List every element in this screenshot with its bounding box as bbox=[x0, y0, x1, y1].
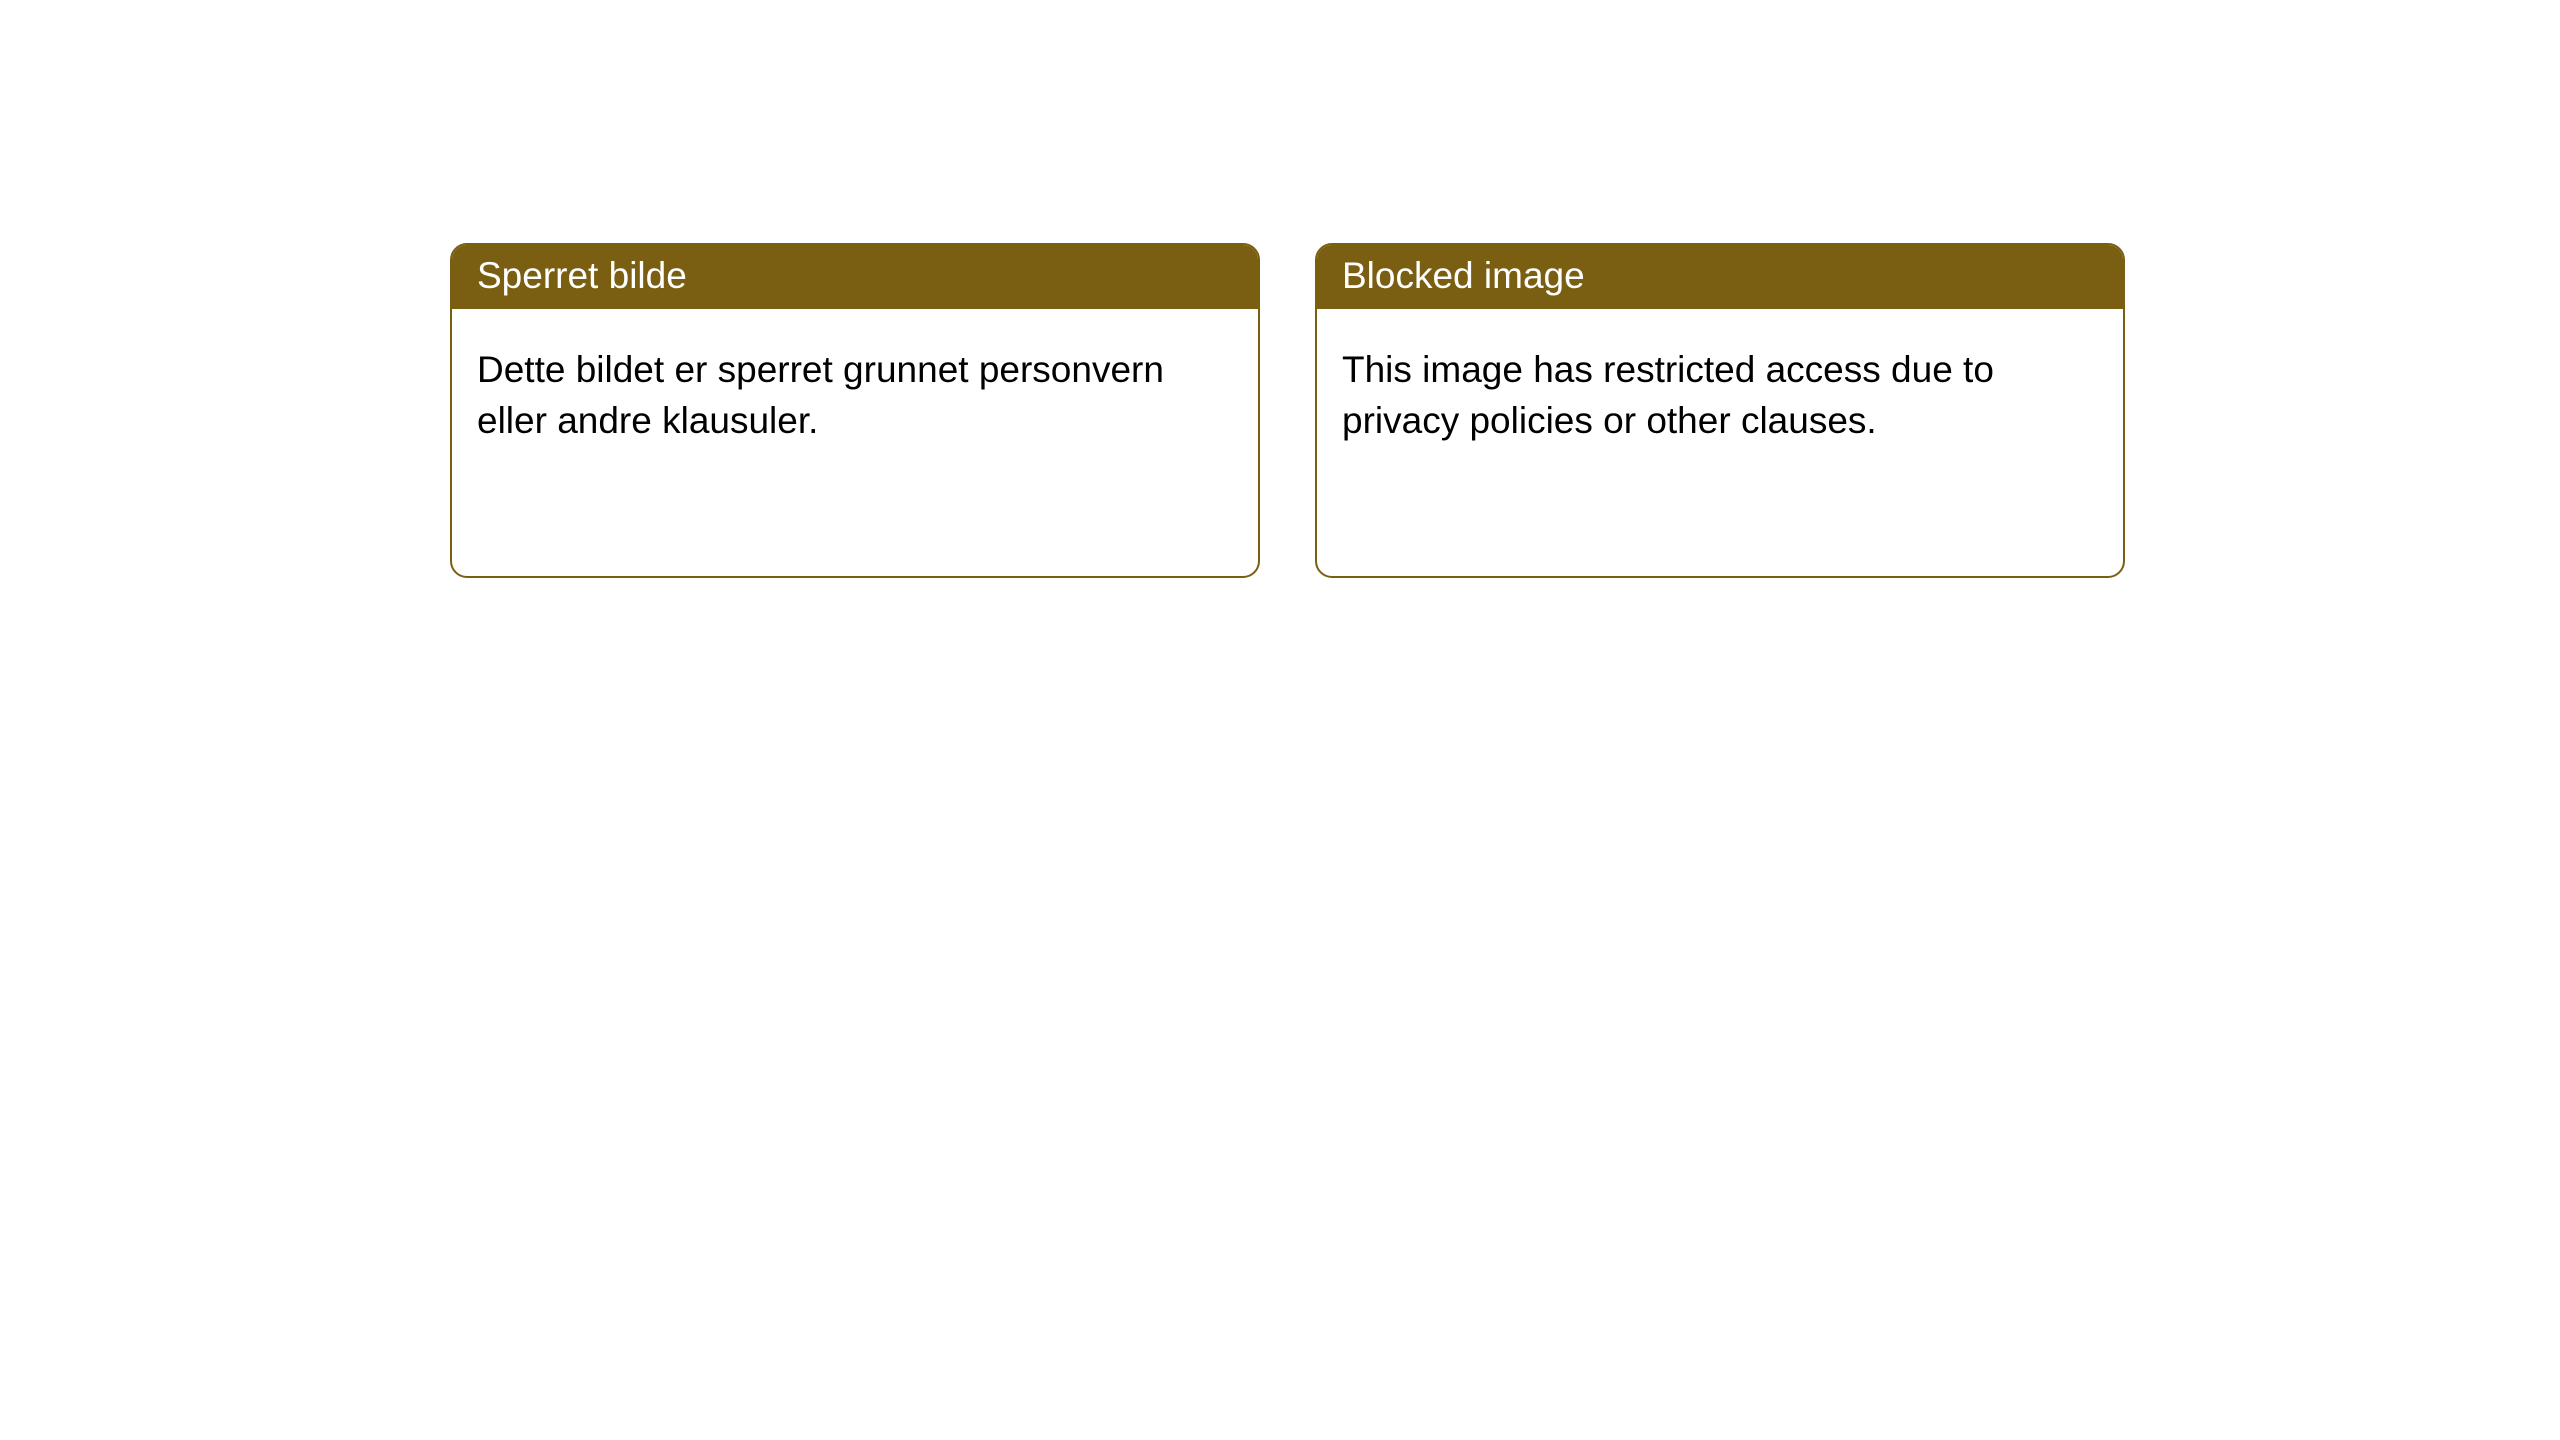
notice-body-english: This image has restricted access due to … bbox=[1317, 309, 2123, 471]
notice-container: Sperret bilde Dette bildet er sperret gr… bbox=[0, 0, 2560, 578]
notice-header-norwegian: Sperret bilde bbox=[452, 245, 1258, 309]
notice-box-norwegian: Sperret bilde Dette bildet er sperret gr… bbox=[450, 243, 1260, 578]
notice-box-english: Blocked image This image has restricted … bbox=[1315, 243, 2125, 578]
notice-header-english: Blocked image bbox=[1317, 245, 2123, 309]
notice-body-norwegian: Dette bildet er sperret grunnet personve… bbox=[452, 309, 1258, 471]
